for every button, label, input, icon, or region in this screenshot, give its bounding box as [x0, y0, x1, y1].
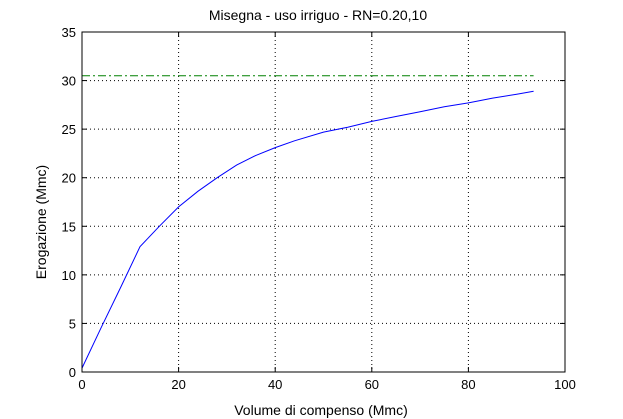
- chart-title: Misegna - uso irriguo - RN=0.20,10: [209, 7, 427, 23]
- y-tick-label: 0: [69, 365, 76, 380]
- x-tick-label: 20: [171, 377, 185, 392]
- x-tick-label: 80: [461, 377, 475, 392]
- x-tick-label: 100: [554, 377, 576, 392]
- x-axis-label: Volume di compenso (Mmc): [234, 402, 408, 418]
- x-tick-label: 60: [365, 377, 379, 392]
- x-tick-label: 0: [78, 377, 85, 392]
- plot-frame: [81, 31, 566, 373]
- tick-layer: 0 20 40 60 80 100 0 5 10 15 20 25 30 35: [62, 25, 576, 392]
- x-tick-label: 40: [268, 377, 282, 392]
- series-layer: [81, 75, 534, 369]
- y-tick-label: 15: [62, 219, 76, 234]
- plot-area: [82, 32, 565, 372]
- y-tick-label: 10: [62, 268, 76, 283]
- y-tick-label: 30: [62, 74, 76, 89]
- y-axis-label: Erogazione (Mmc): [33, 165, 49, 279]
- y-tick-label: 35: [62, 25, 76, 40]
- y-tick-label: 5: [69, 316, 76, 331]
- grid: [82, 32, 565, 372]
- y-tick-label: 20: [62, 171, 76, 186]
- y-tick-label: 25: [62, 122, 76, 137]
- series-line-0: [81, 90, 534, 369]
